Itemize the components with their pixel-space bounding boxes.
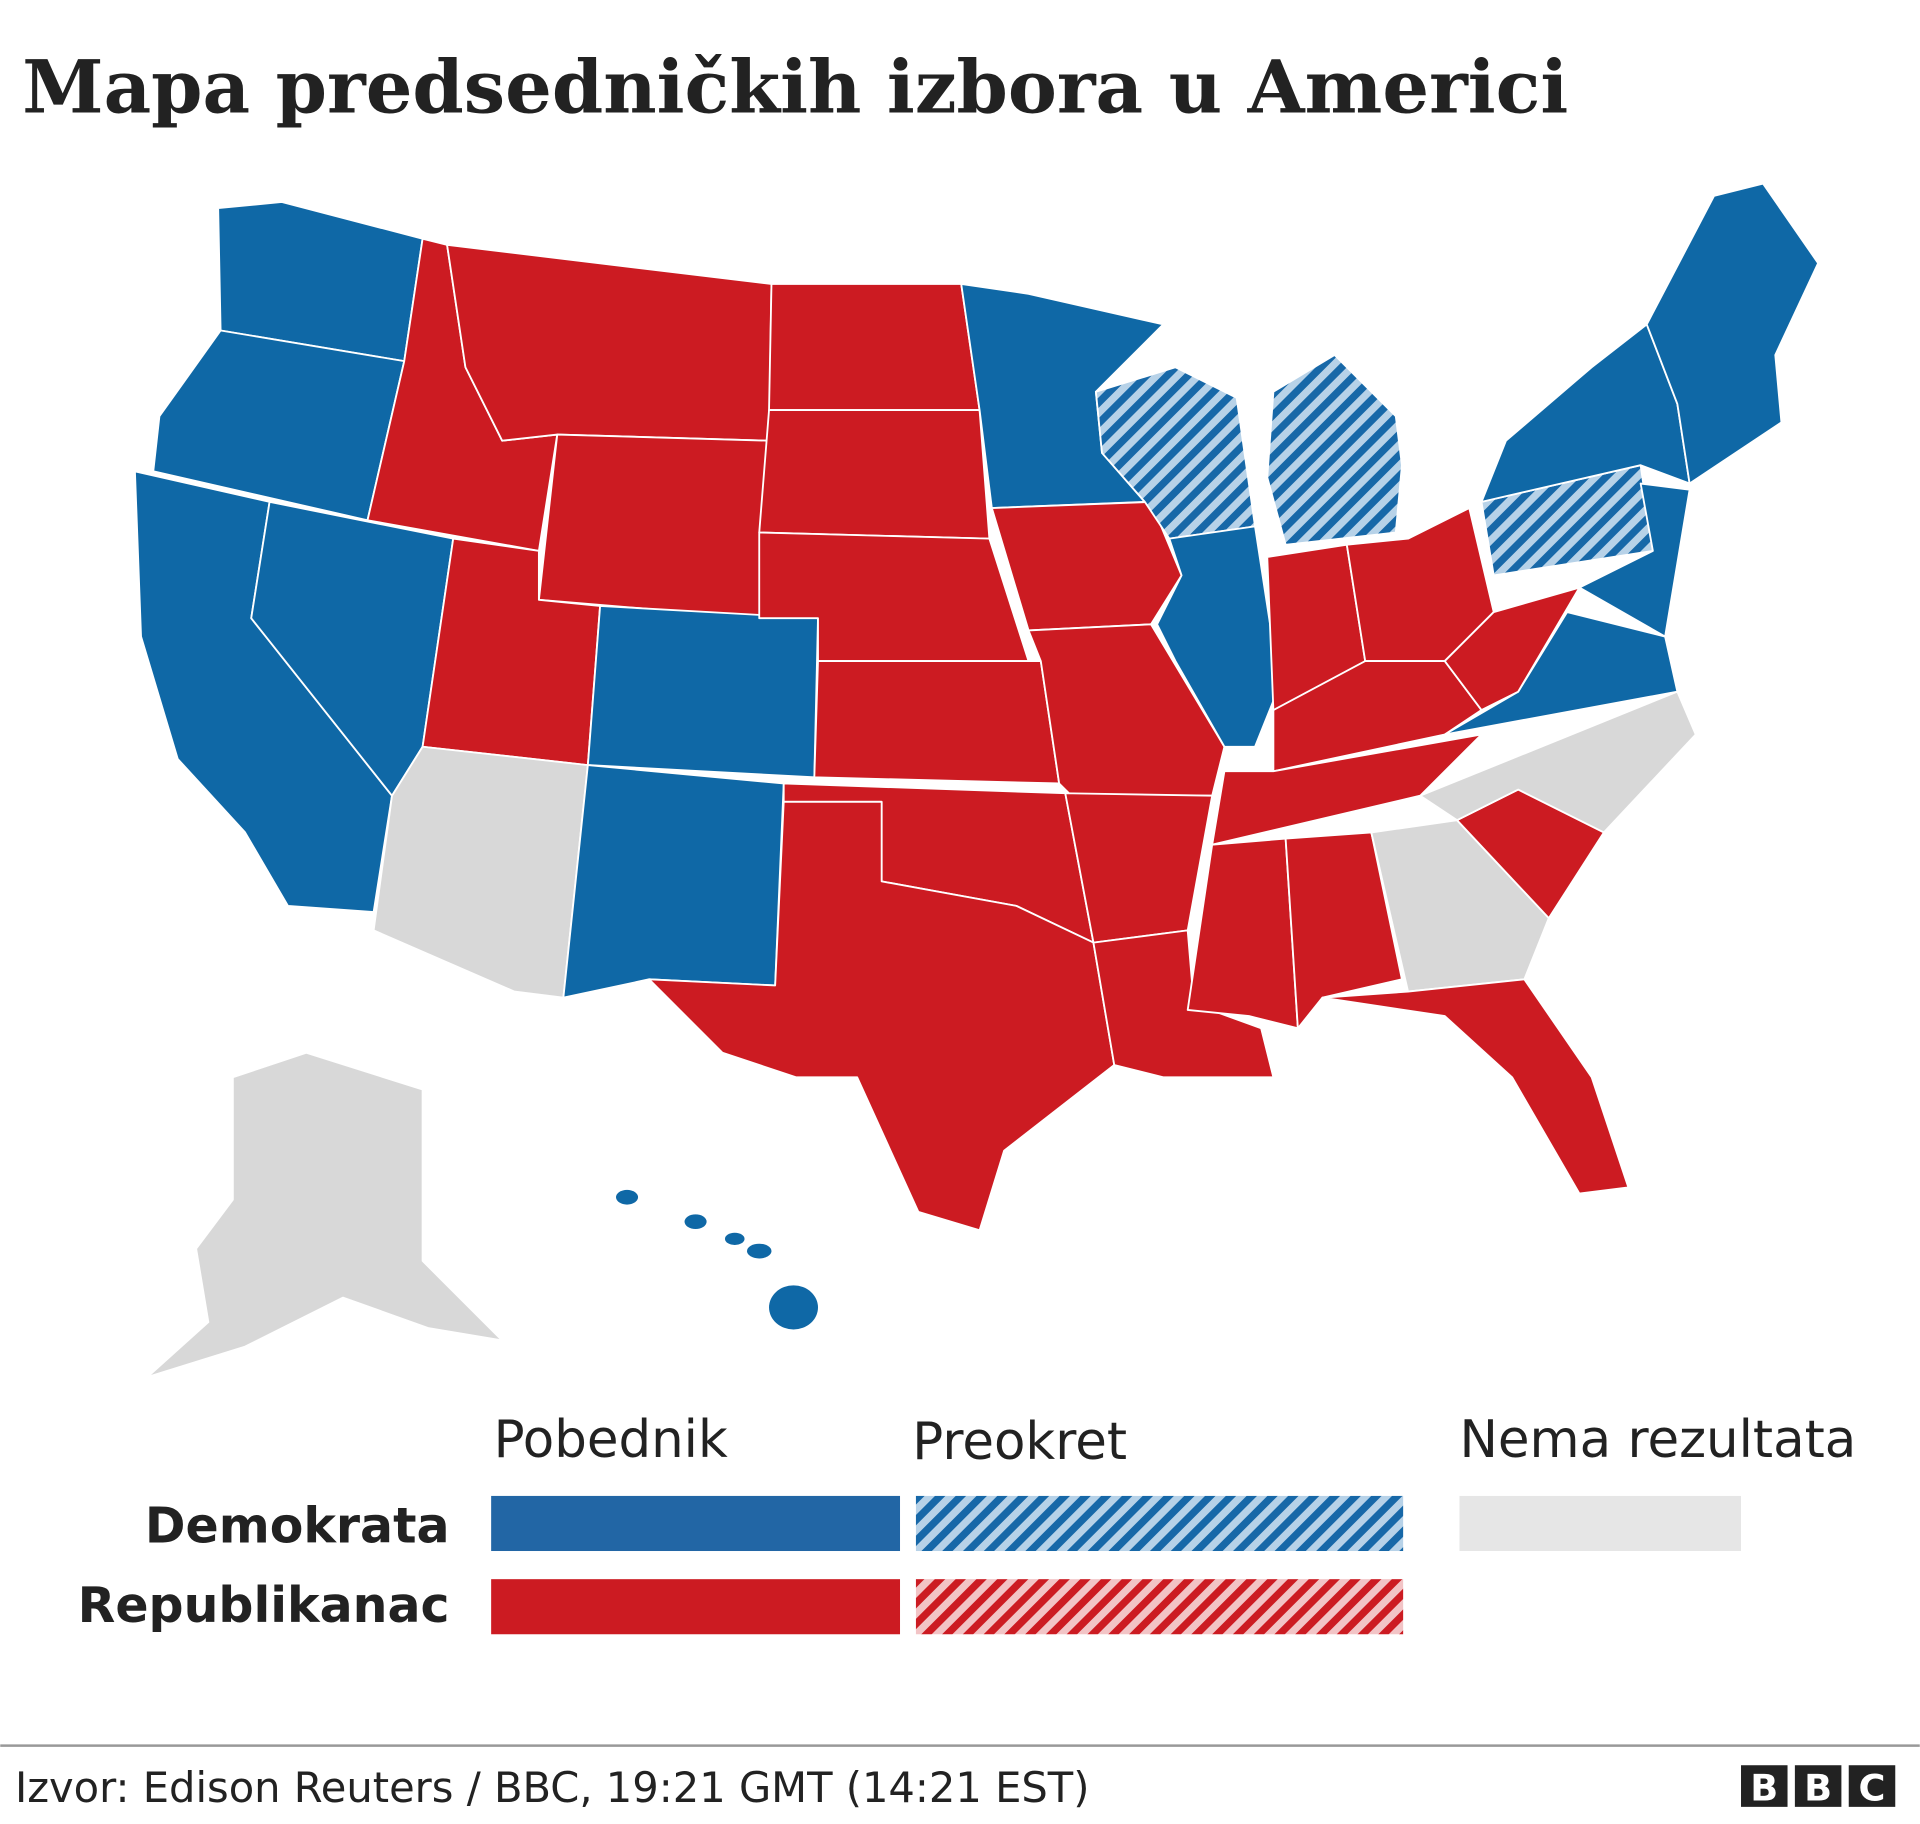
state-ga [1370, 819, 1550, 993]
logo-block [1794, 1765, 1842, 1807]
swatch-rep-winner [491, 1579, 901, 1635]
state-ms [1186, 837, 1299, 1030]
logo-letter: C [1859, 1767, 1886, 1810]
state-wv [1443, 586, 1581, 711]
source: Izvor: Edison Reuters / BBC, 19:21 GMT (… [15, 1763, 1090, 1812]
legend-row: Republikanac [78, 1577, 450, 1634]
legend-column: Pobednik [494, 1410, 728, 1470]
state-ak [146, 1051, 504, 1379]
state-ks [813, 660, 1061, 785]
legend: Pobednik Preokret Nema rezultata Demokra… [78, 1410, 1856, 1635]
state-new-england [1645, 182, 1820, 485]
state-hi [769, 1285, 818, 1330]
state-or [152, 329, 406, 522]
logo-block [1848, 1765, 1896, 1807]
state-tx [648, 800, 1116, 1232]
bbc-logo: B B C [1741, 1765, 1896, 1810]
title: Mapa predsedničkih izbora u Americi [22, 45, 1568, 131]
swatch-dem-flip [915, 1495, 1404, 1552]
state-az [372, 745, 589, 999]
state-tn [1211, 733, 1483, 846]
state-mi [1266, 354, 1403, 546]
legend-column: Nema rezultata [1459, 1410, 1856, 1470]
state-fl [1321, 978, 1630, 1195]
swatch-dem-winner [491, 1495, 901, 1552]
state-al [1284, 831, 1403, 1030]
state-ia [990, 500, 1183, 632]
state-hi [746, 1243, 772, 1259]
state-nd [768, 283, 981, 412]
state-sd [758, 409, 991, 540]
state-hi [616, 1189, 639, 1205]
state-hi [724, 1232, 745, 1245]
logo-letter: B [1804, 1767, 1832, 1810]
state-mt [446, 243, 773, 442]
legend-column: Preokret [912, 1412, 1127, 1472]
state-il [1156, 525, 1281, 748]
logo-letter: B [1750, 1767, 1778, 1810]
swatch-rep-flip [915, 1579, 1404, 1635]
state-nm [562, 764, 785, 999]
legend-row: Demokrata [145, 1497, 450, 1554]
state-mid-atlantic [1578, 482, 1691, 638]
logo-block [1741, 1765, 1788, 1807]
swatch-no-result [1459, 1495, 1742, 1552]
state-wy [537, 433, 770, 620]
us-map [133, 182, 1820, 1379]
state-la [1092, 929, 1275, 1079]
state-hi [684, 1214, 707, 1230]
state-co [586, 605, 819, 779]
